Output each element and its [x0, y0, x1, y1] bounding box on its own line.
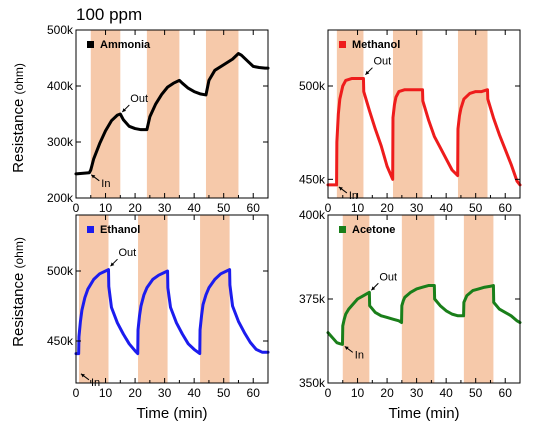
- ammonia-legend-label: Ammonia: [100, 39, 151, 51]
- acetone-annotation-in: In: [355, 349, 364, 361]
- ammonia-annotation-arrowhead-2: [122, 108, 127, 112]
- ammonia-ytick-label-2: 400k: [47, 79, 74, 93]
- methanol-xtick-label-0: 0: [325, 201, 332, 215]
- acetone-xtick-label-2: 20: [380, 386, 394, 400]
- methanol-annotation-out: Out: [373, 56, 391, 68]
- acetone-legend-label: Acetone: [352, 224, 395, 236]
- methanol-annotation-in: In: [349, 190, 358, 202]
- acetone-annotation-arrowhead-1: [344, 346, 349, 350]
- acetone-xtick-label-5: 50: [469, 386, 483, 400]
- acetone-legend-marker: [339, 226, 346, 233]
- y-axis-label-left-top: Resistance (ohm): [10, 63, 27, 173]
- ammonia-xtick-label-6: 60: [247, 201, 261, 215]
- ethanol-plot-frame: [75, 214, 269, 384]
- ethanol-xtick-label-2: 20: [128, 386, 142, 400]
- ethanol-ytick-label-0: 450k: [47, 334, 74, 348]
- ethanol-legend-label: Ethanol: [100, 224, 140, 236]
- acetone-xtick-label-3: 30: [410, 386, 424, 400]
- methanol-annotation-arrowhead-2: [365, 70, 370, 75]
- methanol-gas-band-3: [457, 30, 488, 198]
- ethanol-panel: 0 10 20 30 40 50 60 450k 500k Ethanol In Out: [47, 214, 270, 400]
- ammonia-xtick-label-0: 0: [73, 201, 80, 215]
- acetone-series-line: [326, 284, 522, 346]
- ammonia-legend-marker: [87, 41, 94, 48]
- heading-100ppm: 100 ppm: [76, 5, 142, 24]
- ethanol-xtick-label-5: 50: [217, 386, 231, 400]
- methanol-ytick-label-1: 500k: [299, 79, 326, 93]
- ammonia-plot-frame: [75, 29, 269, 199]
- ethanol-annotation-arrowhead-2: [110, 262, 115, 267]
- methanol-gas-band-2: [392, 30, 423, 198]
- methanol-panel: 0 10 20 30 40 50 60 450k 500k Methanol In Out: [299, 29, 522, 215]
- y-axis-label-left-bottom: Resistance (ohm): [10, 237, 27, 347]
- ethanol-annotation-arrowhead-1: [81, 373, 85, 378]
- ammonia-annotation-out: Out: [130, 93, 148, 105]
- ammonia-gas-band-3: [205, 30, 239, 198]
- ammonia-xtick-label-4: 40: [187, 201, 201, 215]
- ethanol-ytick-label-1: 500k: [47, 264, 74, 278]
- acetone-panel: 0 10 20 30 40 50 60 350k 375k 400k Acetone In Out: [299, 208, 522, 400]
- acetone-gas-band-2: [401, 215, 435, 383]
- ammonia-panel: 0 10 20 30 40 50 60 200k 300k 400k 500k Ammonia In Ou…: [47, 23, 270, 215]
- methanol-xtick-label-6: 60: [499, 201, 513, 215]
- ammonia-series-line: [74, 52, 270, 176]
- ethanol-series-line: [74, 268, 270, 356]
- acetone-ytick-label-0: 350k: [299, 376, 326, 390]
- methanol-xtick-label-5: 50: [469, 201, 483, 215]
- methanol-annotation-arrowhead-1: [338, 186, 343, 191]
- methanol-legend-label: Methanol: [352, 39, 400, 51]
- x-axis-label-left: Time (min): [136, 405, 207, 422]
- ethanol-legend-marker: [87, 226, 94, 233]
- methanol-xtick-label-1: 10: [351, 201, 365, 215]
- ethanol-annotation-in: In: [91, 377, 100, 389]
- ammonia-annotation-in: In: [101, 178, 110, 190]
- acetone-xtick-label-1: 10: [351, 386, 365, 400]
- acetone-annotation-arrowhead-2: [371, 286, 376, 291]
- acetone-gas-band-3: [463, 215, 494, 383]
- ammonia-ytick-label-1: 300k: [47, 135, 74, 149]
- x-axis-label-right: Time (min): [388, 405, 459, 422]
- ethanol-annotation-out: Out: [118, 247, 136, 259]
- ammonia-xtick-label-5: 50: [217, 201, 231, 215]
- acetone-ytick-label-2: 400k: [299, 208, 326, 222]
- methanol-xtick-label-2: 20: [380, 201, 394, 215]
- acetone-xtick-label-0: 0: [325, 386, 332, 400]
- ethanol-xtick-label-1: 10: [99, 386, 113, 400]
- methanol-legend-marker: [339, 41, 346, 48]
- ethanol-xtick-label-3: 30: [158, 386, 172, 400]
- ethanol-xtick-label-4: 40: [187, 386, 201, 400]
- methanol-gas-band-1: [336, 30, 364, 198]
- acetone-ytick-label-1: 375k: [299, 292, 326, 306]
- methanol-xtick-label-4: 40: [439, 201, 453, 215]
- ammonia-xtick-label-1: 10: [99, 201, 113, 215]
- ammonia-annotation-arrowhead-1: [91, 174, 96, 179]
- ammonia-xtick-label-3: 30: [158, 201, 172, 215]
- ethanol-xtick-label-0: 0: [73, 386, 80, 400]
- ammonia-ytick-label-3: 500k: [47, 23, 74, 37]
- ammonia-gas-band-1: [90, 30, 121, 198]
- acetone-annotation-out: Out: [379, 271, 397, 283]
- ammonia-xtick-label-2: 20: [128, 201, 142, 215]
- ethanol-xtick-label-6: 60: [247, 386, 261, 400]
- acetone-xtick-label-6: 60: [499, 386, 513, 400]
- methanol-ytick-label-0: 450k: [299, 172, 326, 186]
- ammonia-ytick-label-0: 200k: [47, 191, 74, 205]
- methanol-plot-frame: [327, 29, 521, 199]
- methanol-xtick-label-3: 30: [410, 201, 424, 215]
- methanol-series-line: [326, 77, 522, 187]
- acetone-xtick-label-4: 40: [439, 386, 453, 400]
